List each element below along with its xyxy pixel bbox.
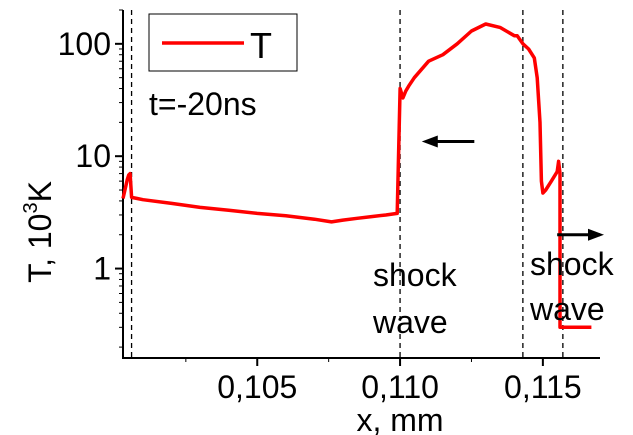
legend: T bbox=[148, 13, 298, 72]
x-tick-label-2: 0,115 bbox=[504, 369, 582, 405]
y-axis-title-base: T, 10 bbox=[22, 214, 58, 283]
y-axis-title-exponent: 3 bbox=[20, 202, 42, 213]
shock-wave-label-2-line1: shock bbox=[530, 246, 615, 282]
tick-labels: 1 10 100 0,105 0,110 0,115 bbox=[58, 26, 582, 405]
series-line-0 bbox=[121, 22, 592, 330]
x-axis-title: x, mm bbox=[356, 402, 443, 435]
x-tick-label-0: 0,105 bbox=[217, 369, 297, 405]
y-tick-label-2: 100 bbox=[58, 26, 111, 62]
plot-axes bbox=[122, 10, 600, 359]
x-tick-label-1: 0,110 bbox=[361, 369, 439, 405]
y-axis-title: T, 103K bbox=[20, 181, 58, 283]
arrow-head-1 bbox=[588, 228, 604, 241]
shock-wave-label-1-line2: wave bbox=[372, 304, 448, 340]
y-axis-title-unit: K bbox=[22, 181, 58, 202]
shock-wave-label-2-line2: wave bbox=[529, 291, 605, 327]
time-annotation: t=-20ns bbox=[149, 86, 257, 122]
series-group bbox=[121, 22, 592, 330]
shock-wave-label-1-line1: shock bbox=[373, 257, 458, 293]
y-axis-title-text: T, 103K bbox=[20, 181, 58, 283]
tick-marks bbox=[115, 9, 544, 366]
arrow-head-0 bbox=[421, 135, 438, 148]
legend-label-t: T bbox=[250, 25, 272, 66]
arrow-annotations bbox=[421, 135, 604, 241]
y-tick-label-0: 1 bbox=[93, 251, 111, 287]
y-tick-label-1: 10 bbox=[75, 138, 111, 174]
